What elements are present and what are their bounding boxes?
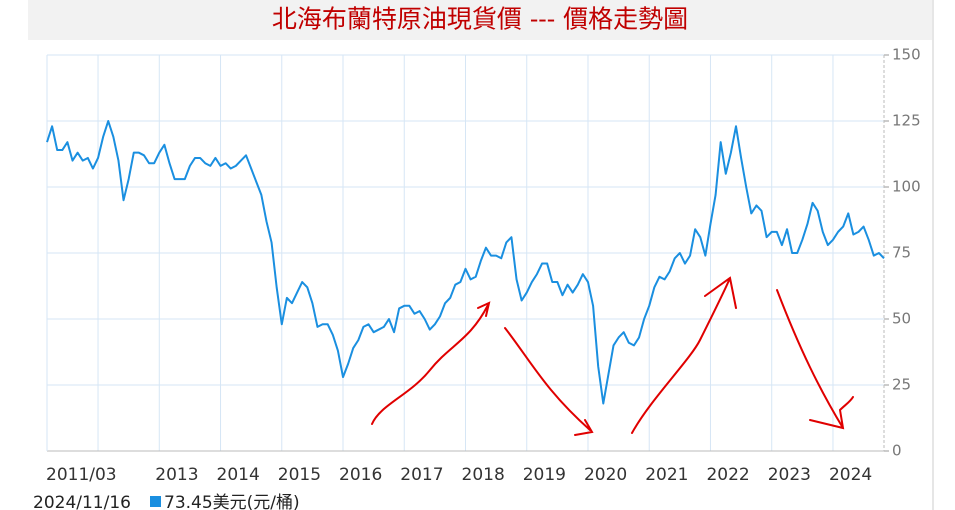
- price-label: 73.45美元(元/桶): [164, 493, 300, 510]
- y-tick-label: 100: [892, 178, 921, 196]
- arrow: [776, 289, 854, 430]
- x-tick-label: 2015: [278, 465, 321, 485]
- legend-swatch: [150, 496, 161, 507]
- date-label: 2024/11/16: [33, 493, 131, 510]
- x-tick-label: 2016: [339, 465, 382, 485]
- chart-title: 北海布蘭特原油現貨價 --- 價格走勢圖: [272, 5, 688, 34]
- arrow: [504, 327, 594, 436]
- x-tick-label: 2019: [523, 465, 566, 485]
- x-tick-label: 2023: [768, 465, 811, 485]
- price-line: [46, 120, 885, 405]
- x-tick-label: 2014: [217, 465, 260, 485]
- y-tick-label: 150: [892, 46, 921, 64]
- x-tick-label: 2017: [400, 465, 443, 485]
- hand-arrows: [371, 276, 854, 436]
- arrow: [631, 276, 737, 434]
- x-tick-label: 2022: [706, 465, 749, 485]
- y-tick-label: 25: [892, 376, 911, 394]
- arrow: [371, 301, 491, 425]
- x-tick-label: 2020: [584, 465, 627, 485]
- plot: 0 25 50 75 100 125 150 2011/03 2013 2014 2015 2016 2…: [46, 46, 921, 486]
- y-tick-label: 0: [892, 442, 902, 460]
- y-tick-label: 125: [892, 112, 921, 130]
- x-tick-label: 2013: [155, 465, 198, 485]
- x-tick-label: 2018: [462, 465, 505, 485]
- x-tick-label: 2021: [645, 465, 688, 485]
- header-bar: [28, 0, 932, 40]
- x-tick-label: 2024: [829, 465, 872, 485]
- y-tick-label: 50: [892, 310, 911, 328]
- x-tick-label: 2011/03: [46, 465, 117, 485]
- y-tick-label: 75: [892, 244, 911, 262]
